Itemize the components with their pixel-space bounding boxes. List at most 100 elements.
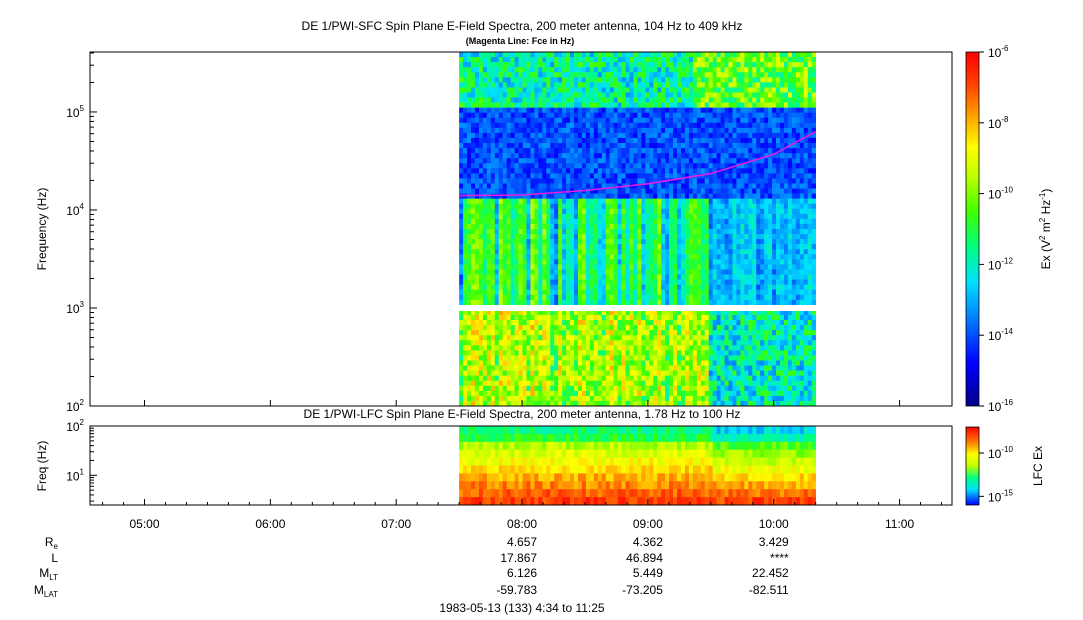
sfc-cell xyxy=(700,254,706,260)
sfc-cell xyxy=(736,67,741,73)
sfc-cell xyxy=(692,213,698,220)
sfc-cell xyxy=(601,168,607,174)
sfc-cell xyxy=(669,400,674,407)
sfc-cell xyxy=(680,102,686,108)
sfc-cell xyxy=(684,350,690,356)
sfc-cell xyxy=(649,294,654,301)
sfc-cell xyxy=(732,213,737,220)
sfc-cell xyxy=(459,67,464,73)
sfc-cell xyxy=(518,350,523,356)
sfc-cell xyxy=(518,127,523,134)
sfc-cell xyxy=(593,193,599,199)
sfc-cell xyxy=(641,223,646,230)
sfc-cell xyxy=(728,82,733,88)
sfc-cell xyxy=(554,82,559,88)
sfc-cell xyxy=(641,92,646,98)
sfc-cell xyxy=(673,137,678,144)
sfc-cell xyxy=(633,77,638,83)
sfc-cell xyxy=(522,395,527,402)
sfc-cell xyxy=(494,320,500,326)
sfc-cell xyxy=(669,148,674,154)
sfc-cell xyxy=(649,148,654,154)
sfc-cell xyxy=(633,178,638,184)
sfc-cell xyxy=(459,117,464,124)
sfc-cell xyxy=(637,284,642,290)
sfc-cell xyxy=(680,107,686,113)
sfc-cell xyxy=(585,294,591,301)
sfc-cell xyxy=(486,254,492,260)
sfc-cell xyxy=(708,249,713,255)
sfc-cell xyxy=(554,360,559,366)
sfc-cell xyxy=(692,279,698,285)
sfc-cell xyxy=(657,385,662,392)
sfc-cell xyxy=(653,72,658,78)
sfc-cell xyxy=(514,360,519,366)
sfc-cell xyxy=(597,345,603,351)
sfc-cell xyxy=(593,178,599,184)
sfc-cell xyxy=(577,193,583,199)
sfc-cell xyxy=(629,62,634,68)
sfc-cell xyxy=(617,203,622,210)
sfc-cell xyxy=(546,112,551,119)
sfc-cell xyxy=(613,375,618,382)
sfc-cell xyxy=(613,330,618,336)
sfc-cell xyxy=(562,279,567,285)
sfc-cell xyxy=(558,137,563,144)
sfc-cell xyxy=(724,360,729,366)
sfc-cell xyxy=(645,92,650,98)
sfc-cell xyxy=(688,279,694,285)
sfc-cell xyxy=(463,259,468,265)
sfc-cell xyxy=(546,137,551,144)
sfc-cell xyxy=(502,249,507,255)
sfc-cell xyxy=(724,183,729,189)
sfc-cell xyxy=(645,218,650,225)
sfc-cell xyxy=(609,77,614,83)
sfc-cell xyxy=(724,274,729,280)
sfc-cell xyxy=(542,127,547,134)
sfc-cell xyxy=(621,52,626,58)
sfc-cell xyxy=(542,183,547,189)
sfc-cell xyxy=(700,122,706,129)
sfc-cell xyxy=(728,340,733,346)
sfc-cell xyxy=(494,57,500,63)
sfc-cell xyxy=(649,325,654,331)
sfc-cell xyxy=(613,92,618,98)
sfc-cell xyxy=(542,52,547,58)
sfc-cell xyxy=(478,102,484,108)
sfc-cell xyxy=(653,117,658,124)
sfc-cell xyxy=(597,87,603,93)
sfc-cell xyxy=(661,229,666,235)
sfc-cell xyxy=(593,148,599,154)
sfc-cell xyxy=(463,314,468,321)
sfc-cell xyxy=(597,365,603,371)
sfc-cell xyxy=(546,158,551,164)
sfc-cell xyxy=(522,254,527,260)
sfc-cell xyxy=(732,335,737,341)
sfc-cell xyxy=(712,370,717,376)
sfc-cell xyxy=(653,325,658,331)
sfc-cell xyxy=(482,395,488,402)
sfc-cell xyxy=(649,244,654,250)
sfc-cell xyxy=(459,325,464,331)
sfc-cell xyxy=(459,97,464,103)
sfc-cell xyxy=(486,188,492,194)
sfc-cell xyxy=(732,132,737,139)
sfc-cell xyxy=(514,284,519,290)
sfc-cell xyxy=(673,163,678,169)
sfc-cell xyxy=(554,52,559,58)
sfc-cell xyxy=(692,400,698,407)
sfc-cell xyxy=(546,188,551,194)
sfc-cell xyxy=(486,143,492,149)
sfc-cell xyxy=(577,320,583,326)
sfc-cell xyxy=(688,355,694,361)
sfc-cell xyxy=(712,365,717,371)
sfc-cell xyxy=(657,203,662,210)
sfc-cell xyxy=(696,330,702,336)
sfc-cell xyxy=(688,254,694,260)
sfc-cell xyxy=(534,188,539,194)
sfc-cell xyxy=(712,92,717,98)
sfc-cell xyxy=(629,122,634,129)
sfc-cell xyxy=(566,92,571,98)
sfc-cell xyxy=(732,87,737,93)
sfc-cell xyxy=(494,400,500,407)
